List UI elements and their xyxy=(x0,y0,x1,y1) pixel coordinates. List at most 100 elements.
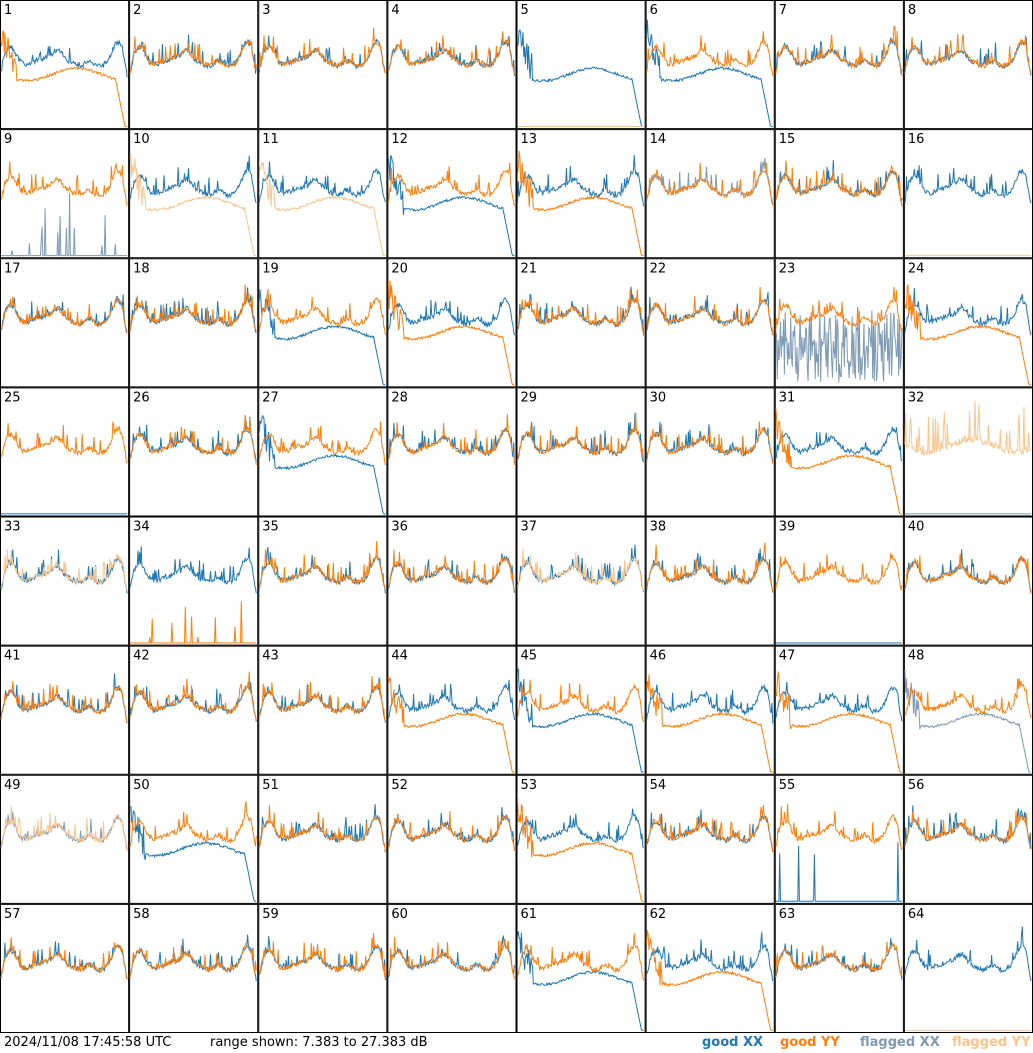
tile-label: 56 xyxy=(908,778,925,793)
tile-frame xyxy=(387,774,517,904)
tile-label: 28 xyxy=(391,390,408,405)
tile-label: 40 xyxy=(908,520,925,535)
series-yy-tile-47 xyxy=(775,671,902,773)
tile-3: 3 xyxy=(258,0,388,130)
series-xx-tile-5 xyxy=(517,28,644,127)
series-yy-tile-22 xyxy=(646,286,774,335)
tile-label: 33 xyxy=(4,520,21,535)
tile-label: 48 xyxy=(908,649,925,664)
tile-frame xyxy=(129,0,259,130)
tile-53: 53 xyxy=(516,774,646,904)
series-xx-tile-8 xyxy=(904,37,1032,76)
series-xx-tile-19 xyxy=(258,289,386,386)
tile-label: 31 xyxy=(779,390,796,405)
series-xx-tile-13 xyxy=(517,155,645,207)
tile-frame xyxy=(645,516,775,646)
tile-8: 8 xyxy=(903,0,1033,130)
tile-label: 50 xyxy=(133,778,150,793)
tile-label: 38 xyxy=(650,520,667,535)
tile-frame xyxy=(387,387,517,517)
tile-frame xyxy=(903,903,1033,1033)
tile-frame xyxy=(129,516,259,646)
tile-frame xyxy=(516,387,646,517)
timestamp: 2024/11/08 17:45:58 UTC xyxy=(4,1035,172,1050)
tile-57: 57 xyxy=(0,903,130,1033)
tile-4: 4 xyxy=(387,0,517,130)
series-xx-tile-11 xyxy=(258,161,386,203)
tile-28: 28 xyxy=(387,387,517,517)
tile-label: 29 xyxy=(521,390,538,405)
tile-label: 45 xyxy=(521,649,538,664)
tile-61: 61 xyxy=(516,903,646,1033)
tile-label: 20 xyxy=(391,261,408,276)
tile-20: 20 xyxy=(387,258,517,388)
legend-flagged-yy: flagged YY xyxy=(952,1035,1031,1050)
tile-43: 43 xyxy=(258,645,388,775)
tile-label: 58 xyxy=(133,907,150,922)
series-xx-tile-55 xyxy=(775,842,902,902)
series-yy-tile-26 xyxy=(130,414,257,466)
series-yy-tile-50 xyxy=(129,801,257,847)
tile-frame xyxy=(774,903,904,1033)
tile-frame xyxy=(903,387,1033,517)
tile-48: 48 xyxy=(903,645,1033,775)
tile-frame xyxy=(516,129,646,259)
tile-frame xyxy=(0,774,130,904)
series-yy-tile-34 xyxy=(130,601,257,644)
range-text: range shown: 7.383 to 27.383 dB xyxy=(210,1035,428,1050)
tile-5: 5 xyxy=(516,0,646,130)
tile-2: 2 xyxy=(129,0,259,130)
tile-label: 14 xyxy=(650,132,667,147)
tile-frame xyxy=(774,645,904,775)
tile-52: 52 xyxy=(387,774,517,904)
tile-frame xyxy=(0,645,130,775)
tile-frame xyxy=(129,645,259,775)
tile-label: 9 xyxy=(4,132,12,147)
tile-label: 23 xyxy=(779,261,796,276)
tile-frame xyxy=(0,129,130,259)
tile-label: 61 xyxy=(521,907,538,922)
tile-label: 7 xyxy=(779,3,787,18)
tile-label: 51 xyxy=(262,778,279,793)
tile-32: 32 xyxy=(903,387,1033,517)
tile-label: 3 xyxy=(262,3,270,18)
tile-7: 7 xyxy=(774,0,904,130)
tile-frame xyxy=(129,258,259,388)
tile-6: 6 xyxy=(645,0,775,130)
tile-frame xyxy=(387,903,517,1033)
tile-label: 19 xyxy=(262,261,279,276)
legend-good-xx: good XX xyxy=(702,1035,764,1050)
tile-58: 58 xyxy=(129,903,259,1033)
tile-label: 37 xyxy=(521,520,538,535)
tile-frame xyxy=(387,516,517,646)
tile-frame xyxy=(258,258,388,388)
tile-22: 22 xyxy=(645,258,775,388)
tile-label: 30 xyxy=(650,390,667,405)
tile-label: 41 xyxy=(4,649,21,664)
series-yy-tile-24 xyxy=(904,283,1031,386)
tile-35: 35 xyxy=(258,516,388,646)
series-yy-tile-58 xyxy=(129,942,257,979)
footer-bar: 2024/11/08 17:45:58 UTC range shown: 7.3… xyxy=(0,1033,1033,1053)
tile-frame xyxy=(387,129,517,259)
tile-label: 60 xyxy=(391,907,408,922)
tile-label: 52 xyxy=(391,778,408,793)
tile-frame xyxy=(903,129,1033,259)
tile-frame xyxy=(258,516,388,646)
series-xx-tile-31 xyxy=(775,426,903,462)
series-yy-tile-7 xyxy=(775,25,903,77)
series-yy-tile-60 xyxy=(387,936,515,980)
tile-label: 43 xyxy=(262,649,279,664)
tile-frame xyxy=(903,516,1033,646)
tile-19: 19 xyxy=(258,258,388,388)
series-yy-tile-42 xyxy=(129,671,257,721)
tile-56: 56 xyxy=(903,774,1033,904)
tile-frame xyxy=(0,387,130,517)
series-yy-tile-63 xyxy=(775,941,903,978)
tile-54: 54 xyxy=(645,774,775,904)
tile-frame xyxy=(903,774,1033,904)
tile-label: 13 xyxy=(521,132,538,147)
tile-frame xyxy=(129,774,259,904)
tile-frame xyxy=(645,645,775,775)
